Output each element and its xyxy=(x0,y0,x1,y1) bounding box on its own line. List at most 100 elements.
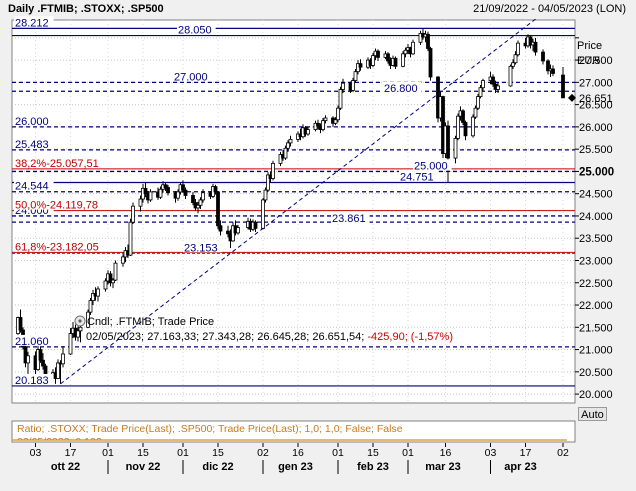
level-label: 26.000 xyxy=(15,116,49,128)
price-tick-label: 25.000 xyxy=(579,166,614,178)
candle-body xyxy=(78,326,83,332)
candle-body xyxy=(491,76,495,85)
candle-body xyxy=(266,174,270,191)
candle-body xyxy=(143,187,148,195)
price-axis[interactable]: Price EUR 27.500 27.000 26.500 26.000 25.500… xyxy=(568,37,614,401)
level-label: 25.000 xyxy=(414,160,448,172)
info-date: 02/05/2023; xyxy=(86,331,144,343)
level-label-bg xyxy=(14,198,109,210)
time-tick-label: 16 xyxy=(292,447,304,459)
candle-body xyxy=(18,317,23,331)
candle-body xyxy=(441,96,445,155)
candle-body xyxy=(353,71,358,81)
candle-body xyxy=(463,122,468,137)
candle-body xyxy=(138,198,143,207)
level-label: 24.751 xyxy=(400,172,434,184)
time-tick-label: 03 xyxy=(30,447,42,459)
price-tick-label: 23.500 xyxy=(579,233,613,245)
price-tick-label: 25.500 xyxy=(579,144,613,156)
price-tick-label: 20.000 xyxy=(579,389,613,401)
price-tick-label: 22.000 xyxy=(579,300,613,312)
candle-body xyxy=(26,355,30,364)
time-tick-label: 01 xyxy=(177,447,189,459)
price-axis-title: Price xyxy=(577,40,602,52)
candle-body xyxy=(148,191,153,201)
candle-body xyxy=(351,80,355,91)
level-label: 27.000 xyxy=(174,71,208,83)
level-label: 20.183 xyxy=(15,375,49,387)
month-label: feb 23 xyxy=(357,461,389,473)
month-label: apr 23 xyxy=(504,461,536,473)
candle-body xyxy=(183,189,188,196)
candle-body xyxy=(418,32,423,43)
candle-body xyxy=(166,187,170,194)
level-lines[interactable] xyxy=(12,27,575,387)
candle-body xyxy=(481,80,485,89)
candle-body xyxy=(226,230,230,235)
time-tick-label: 01 xyxy=(332,447,344,459)
candle-body xyxy=(181,184,185,191)
time-tick-label: 17 xyxy=(65,447,77,459)
price-tick-label: 27.000 xyxy=(579,77,613,89)
level-label: 23.153 xyxy=(184,242,218,254)
candle-body xyxy=(508,65,513,87)
candle-body xyxy=(131,205,135,223)
candle-body xyxy=(201,192,205,201)
price-tick-label: 22.500 xyxy=(579,278,613,290)
price-tick-label: 21.500 xyxy=(579,322,613,334)
level-label-bg xyxy=(173,70,212,82)
candle-body xyxy=(376,50,380,58)
level-label-bg xyxy=(14,179,54,191)
candle-body xyxy=(271,163,275,179)
month-label: gen 23 xyxy=(278,461,313,473)
price-tick-label: 27.500 xyxy=(579,55,613,67)
price-tick-label: 20.500 xyxy=(579,367,613,379)
candle-body xyxy=(91,293,95,301)
ratio-label: Ratio; .STOXX; Trade Price(Last); .SP500… xyxy=(17,423,403,435)
time-tick-label: 15 xyxy=(137,447,149,459)
ratio-panel xyxy=(11,420,576,443)
candle-body xyxy=(278,154,283,164)
info-ohlc: 27.163,33; 27.343,28; 26.645,28; 26.651,… xyxy=(147,331,364,343)
candle-body xyxy=(446,125,450,159)
info-change: -425,90; (-1,57%) xyxy=(367,331,453,343)
price-tick-label: 21.000 xyxy=(579,345,613,357)
level-label-bg xyxy=(413,159,452,171)
candle-body xyxy=(461,110,465,123)
candle-body xyxy=(236,227,240,234)
level-label-bg xyxy=(14,16,54,28)
time-tick-label: 02 xyxy=(257,447,269,459)
candle-body xyxy=(453,138,458,159)
candle-body xyxy=(496,85,500,90)
candle-body xyxy=(76,330,80,338)
info-marker-dot xyxy=(78,319,82,323)
candle-body xyxy=(231,225,235,242)
candle-body xyxy=(401,53,405,67)
current-price-icon xyxy=(568,93,576,102)
candle-body xyxy=(121,256,125,264)
month-label: mar 23 xyxy=(425,461,460,473)
candle-body xyxy=(411,41,415,55)
price-tick-label: 26.500 xyxy=(579,100,613,112)
level-labels: 28.21220.18326.00025.48324.54424.00021.0… xyxy=(14,16,452,387)
candle-body xyxy=(283,147,288,159)
candle-body xyxy=(541,51,545,62)
candle-body xyxy=(103,280,108,290)
candle-body xyxy=(88,300,93,313)
level-label: 28.212 xyxy=(15,17,49,29)
candle-body xyxy=(191,195,195,203)
time-axis[interactable]: 03 17 01 15 01 15 02 16 01 15 01 16 03 17 02 ott 22 nov … xyxy=(30,443,569,474)
auto-scale-button[interactable]: Auto xyxy=(578,407,607,421)
candle-body xyxy=(128,221,133,256)
trendlines[interactable] xyxy=(60,18,536,385)
candle-body xyxy=(511,62,515,67)
candle-body xyxy=(196,204,200,209)
candle-body xyxy=(551,68,555,74)
candle-body xyxy=(306,129,310,135)
candles xyxy=(16,28,565,384)
candle-body xyxy=(386,53,390,62)
candle-body xyxy=(96,288,100,297)
level-label-bg xyxy=(183,241,222,253)
